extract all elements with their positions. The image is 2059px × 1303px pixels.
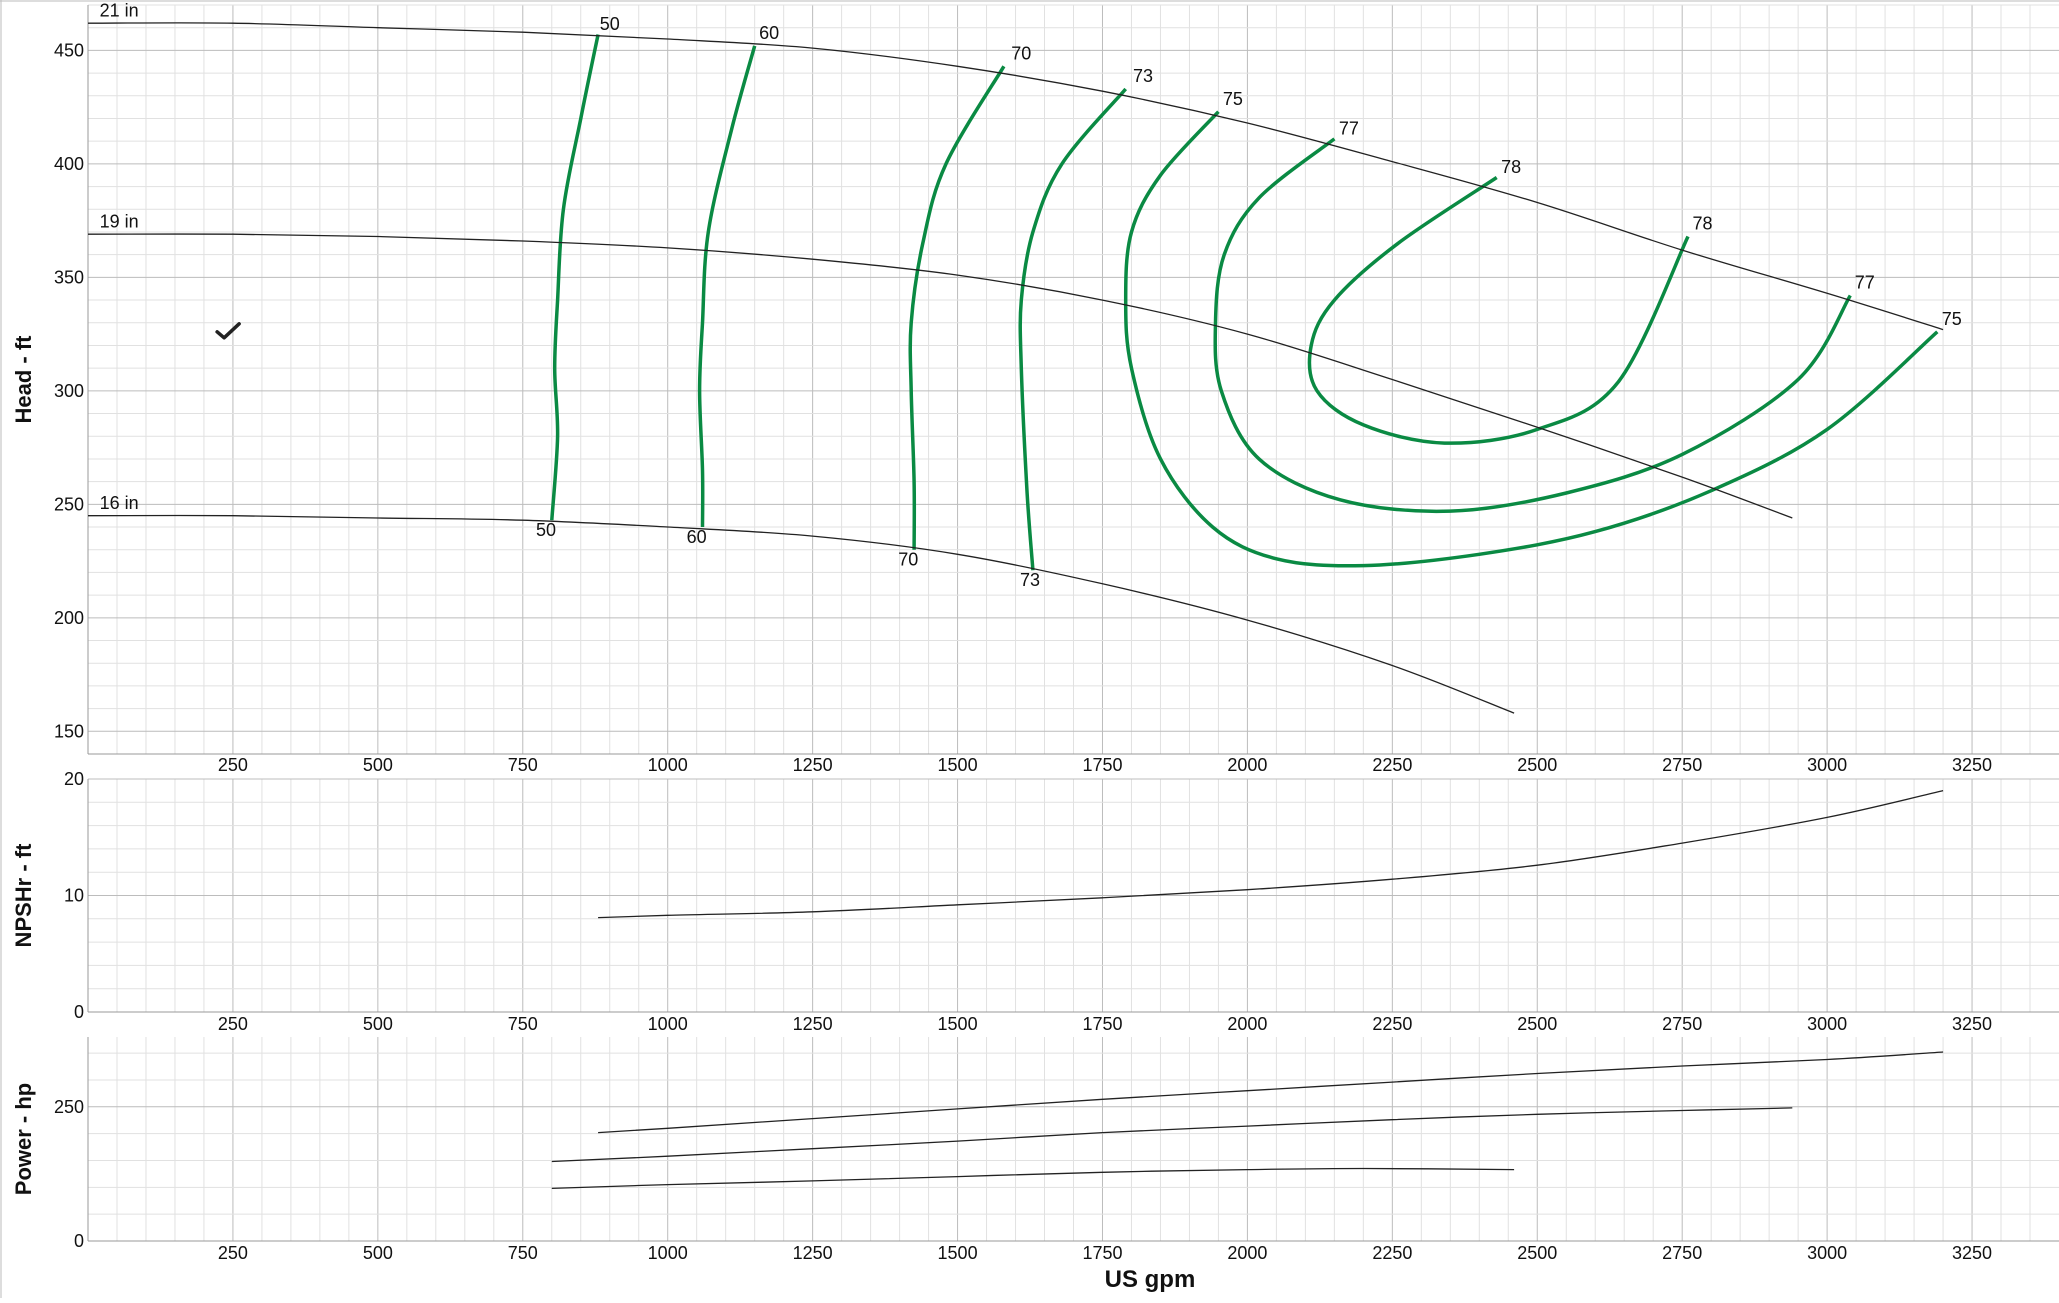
- x-tick-label: 1750: [1082, 755, 1122, 775]
- x-tick-label: 3250: [1952, 755, 1992, 775]
- x-tick-label: 2000: [1227, 1243, 1267, 1263]
- checkmark-icon: [215, 322, 241, 340]
- efficiency-contour: [1018, 87, 1128, 571]
- x-tick-label: 3000: [1807, 1014, 1847, 1034]
- impeller-curve: [87, 22, 1944, 331]
- efficiency-contour: [697, 45, 757, 528]
- x-tick-label: 1750: [1082, 1014, 1122, 1034]
- efficiency-label: 60: [687, 527, 707, 547]
- y-tick-label: 200: [54, 608, 84, 628]
- efficiency-contour: [908, 65, 1006, 550]
- y-tick-label: 250: [54, 494, 84, 514]
- efficiency-label: 60: [759, 23, 779, 43]
- y-tick-label: 350: [54, 267, 84, 287]
- x-tick-label: 2500: [1517, 755, 1557, 775]
- x-tick-label: 3000: [1807, 1243, 1847, 1263]
- x-tick-label: 2250: [1372, 1014, 1412, 1034]
- x-tick-label: 2500: [1517, 1243, 1557, 1263]
- efficiency-label: 78: [1501, 157, 1521, 177]
- impeller-diameter-label: 19 in: [100, 211, 139, 231]
- impeller-diameter-label: 21 in: [100, 0, 139, 20]
- x-tick-label: 250: [218, 755, 248, 775]
- x-tick-label: 1000: [648, 1243, 688, 1263]
- x-tick-label: 2250: [1372, 1243, 1412, 1263]
- efficiency-label: 70: [898, 550, 918, 570]
- x-tick-label: 500: [363, 1243, 393, 1263]
- x-tick-label: 1500: [938, 1014, 978, 1034]
- efficiency-label: 77: [1855, 273, 1875, 293]
- y-tick-label: 300: [54, 381, 84, 401]
- efficiency-label: 50: [536, 520, 556, 540]
- efficiency-contour: [1307, 176, 1690, 445]
- x-tick-label: 750: [508, 755, 538, 775]
- x-tick-label: 500: [363, 755, 393, 775]
- x-tick-label: 1750: [1082, 1243, 1122, 1263]
- efficiency-label: 70: [1011, 43, 1031, 63]
- x-tick-label: 3250: [1952, 1243, 1992, 1263]
- efficiency-label: 73: [1020, 570, 1040, 590]
- x-tick-label: 750: [508, 1014, 538, 1034]
- x-tick-label: 2750: [1662, 1243, 1702, 1263]
- efficiency-label: 78: [1692, 214, 1712, 234]
- efficiency-contour: [550, 34, 600, 521]
- x-tick-label: 2750: [1662, 755, 1702, 775]
- x-tick-label: 2000: [1227, 755, 1267, 775]
- efficiency-label: 77: [1339, 118, 1359, 138]
- y-tick-label: 0: [74, 1002, 84, 1022]
- y-tick-label: 400: [54, 154, 84, 174]
- impeller-curve: [87, 514, 1515, 714]
- x-tick-label: 1250: [793, 755, 833, 775]
- grid: [88, 1037, 2059, 1242]
- efficiency-label: 75: [1223, 89, 1243, 109]
- efficiency-label: 73: [1133, 66, 1153, 86]
- data-series-line: [551, 1107, 1793, 1163]
- y-axis-title: Head - ft: [11, 335, 36, 424]
- x-tick-label: 1500: [938, 1243, 978, 1263]
- panel-power: 250 500 750 1000 1250 1500 1750 2000 2250 2500 275…: [11, 1037, 2059, 1293]
- x-tick-label: 1500: [938, 755, 978, 775]
- x-tick-label: 3250: [1952, 1014, 1992, 1034]
- x-axis-title: US gpm: [1105, 1266, 1196, 1293]
- y-tick-label: 20: [64, 769, 84, 789]
- data-series-line: [598, 1051, 1944, 1134]
- efficiency-contour: [1213, 137, 1852, 514]
- x-tick-label: 250: [218, 1243, 248, 1263]
- y-axis-title: Power - hp: [11, 1083, 36, 1195]
- y-axis-title: NPSHr - ft: [11, 843, 36, 948]
- x-tick-label: 2500: [1517, 1014, 1557, 1034]
- x-tick-label: 250: [218, 1014, 248, 1034]
- efficiency-label: 50: [600, 14, 620, 34]
- panel-npshr: 250 500 750 1000 1250 1500 1750 2000 2250 2500 275…: [11, 769, 2059, 1034]
- x-tick-label: 3000: [1807, 755, 1847, 775]
- x-tick-label: 1000: [648, 1014, 688, 1034]
- y-tick-label: 450: [54, 40, 84, 60]
- y-tick-label: 250: [54, 1097, 84, 1117]
- x-tick-label: 2750: [1662, 1014, 1702, 1034]
- y-tick-label: 0: [74, 1231, 84, 1251]
- grid: [88, 4, 2059, 755]
- x-tick-label: 2000: [1227, 1014, 1267, 1034]
- x-tick-label: 1000: [648, 755, 688, 775]
- panel-head: 250 500 750 1000 1250 1500 1750 2000 2250 2500 275…: [11, 0, 2059, 775]
- impeller-diameter-label: 16 in: [100, 493, 139, 513]
- impeller-curve: [87, 233, 1793, 519]
- data-series-line: [551, 1167, 1515, 1190]
- x-tick-label: 500: [363, 1014, 393, 1034]
- x-tick-label: 750: [508, 1243, 538, 1263]
- data-series-line: [598, 789, 1944, 919]
- x-tick-label: 2250: [1372, 755, 1412, 775]
- x-tick-label: 1250: [793, 1243, 833, 1263]
- x-tick-label: 1250: [793, 1014, 833, 1034]
- y-tick-label: 150: [54, 721, 84, 741]
- efficiency-contour: [1123, 110, 1939, 568]
- y-tick-label: 10: [64, 886, 84, 906]
- efficiency-label: 75: [1942, 309, 1962, 329]
